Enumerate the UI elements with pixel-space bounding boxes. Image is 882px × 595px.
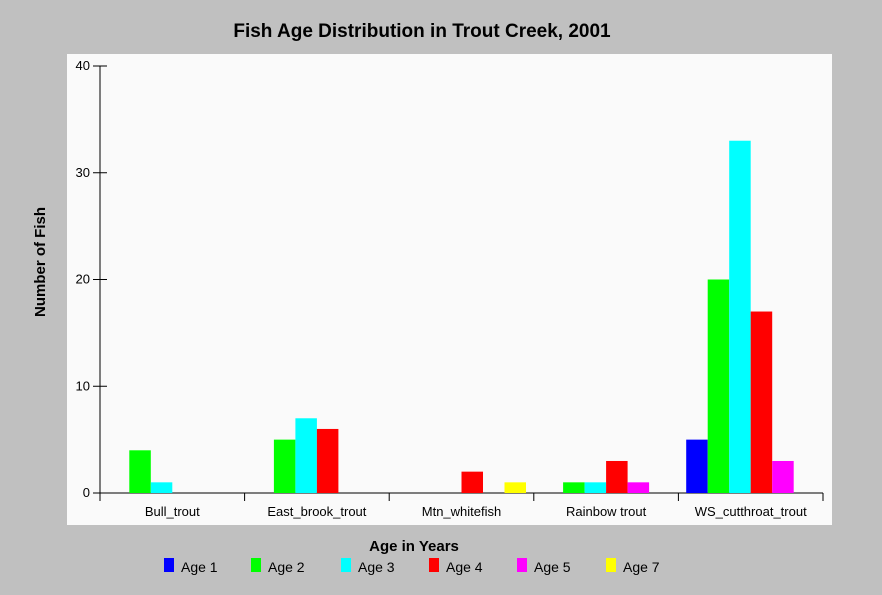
- bar: [295, 418, 317, 493]
- legend-label: Age 1: [181, 559, 218, 575]
- legend-label: Age 2: [268, 559, 305, 575]
- x-tick-label: Bull_trout: [145, 504, 200, 519]
- legend-label: Age 7: [623, 559, 660, 575]
- bar: [606, 460, 628, 493]
- bar: [729, 140, 751, 493]
- bar: [563, 482, 585, 493]
- bar: [461, 471, 483, 493]
- bar: [772, 460, 794, 493]
- y-tick-label: 0: [83, 485, 90, 500]
- x-tick-label: East_brook_trout: [267, 504, 366, 519]
- bar: [316, 428, 339, 493]
- legend-label: Age 3: [358, 559, 395, 575]
- legend-swatch: [164, 558, 174, 572]
- bar: [627, 482, 650, 493]
- bar: [150, 482, 173, 493]
- y-tick-label: 20: [76, 272, 90, 287]
- bar: [707, 279, 730, 493]
- y-tick-label: 10: [76, 378, 90, 393]
- y-tick-label: 30: [76, 165, 90, 180]
- legend-label: Age 4: [446, 559, 483, 575]
- y-tick-label: 40: [76, 58, 90, 73]
- legend: Age 1 Age 2 Age 3 Age 4 Age 5 Age 7: [164, 558, 660, 575]
- x-axis-label: Age in Years: [369, 538, 459, 555]
- x-tick-label: Rainbow trout: [566, 504, 647, 519]
- legend-swatch: [341, 558, 351, 572]
- bar: [750, 311, 773, 493]
- x-tick-label: WS_cutthroat_trout: [695, 504, 807, 519]
- legend-swatch: [517, 558, 527, 572]
- bar: [686, 439, 708, 493]
- legend-label: Age 5: [534, 559, 571, 575]
- legend-swatch: [606, 558, 616, 572]
- legend-swatch: [251, 558, 261, 572]
- bar: [584, 482, 607, 493]
- legend-swatch: [429, 558, 439, 572]
- x-tick-label: Mtn_whitefish: [422, 504, 501, 519]
- chart-title: Fish Age Distribution in Trout Creek, 20…: [233, 21, 611, 42]
- y-axis-label: Number of Fish: [32, 207, 49, 317]
- bar: [504, 482, 526, 493]
- bar: [273, 439, 296, 493]
- bars: [129, 140, 794, 493]
- bar: [129, 450, 151, 493]
